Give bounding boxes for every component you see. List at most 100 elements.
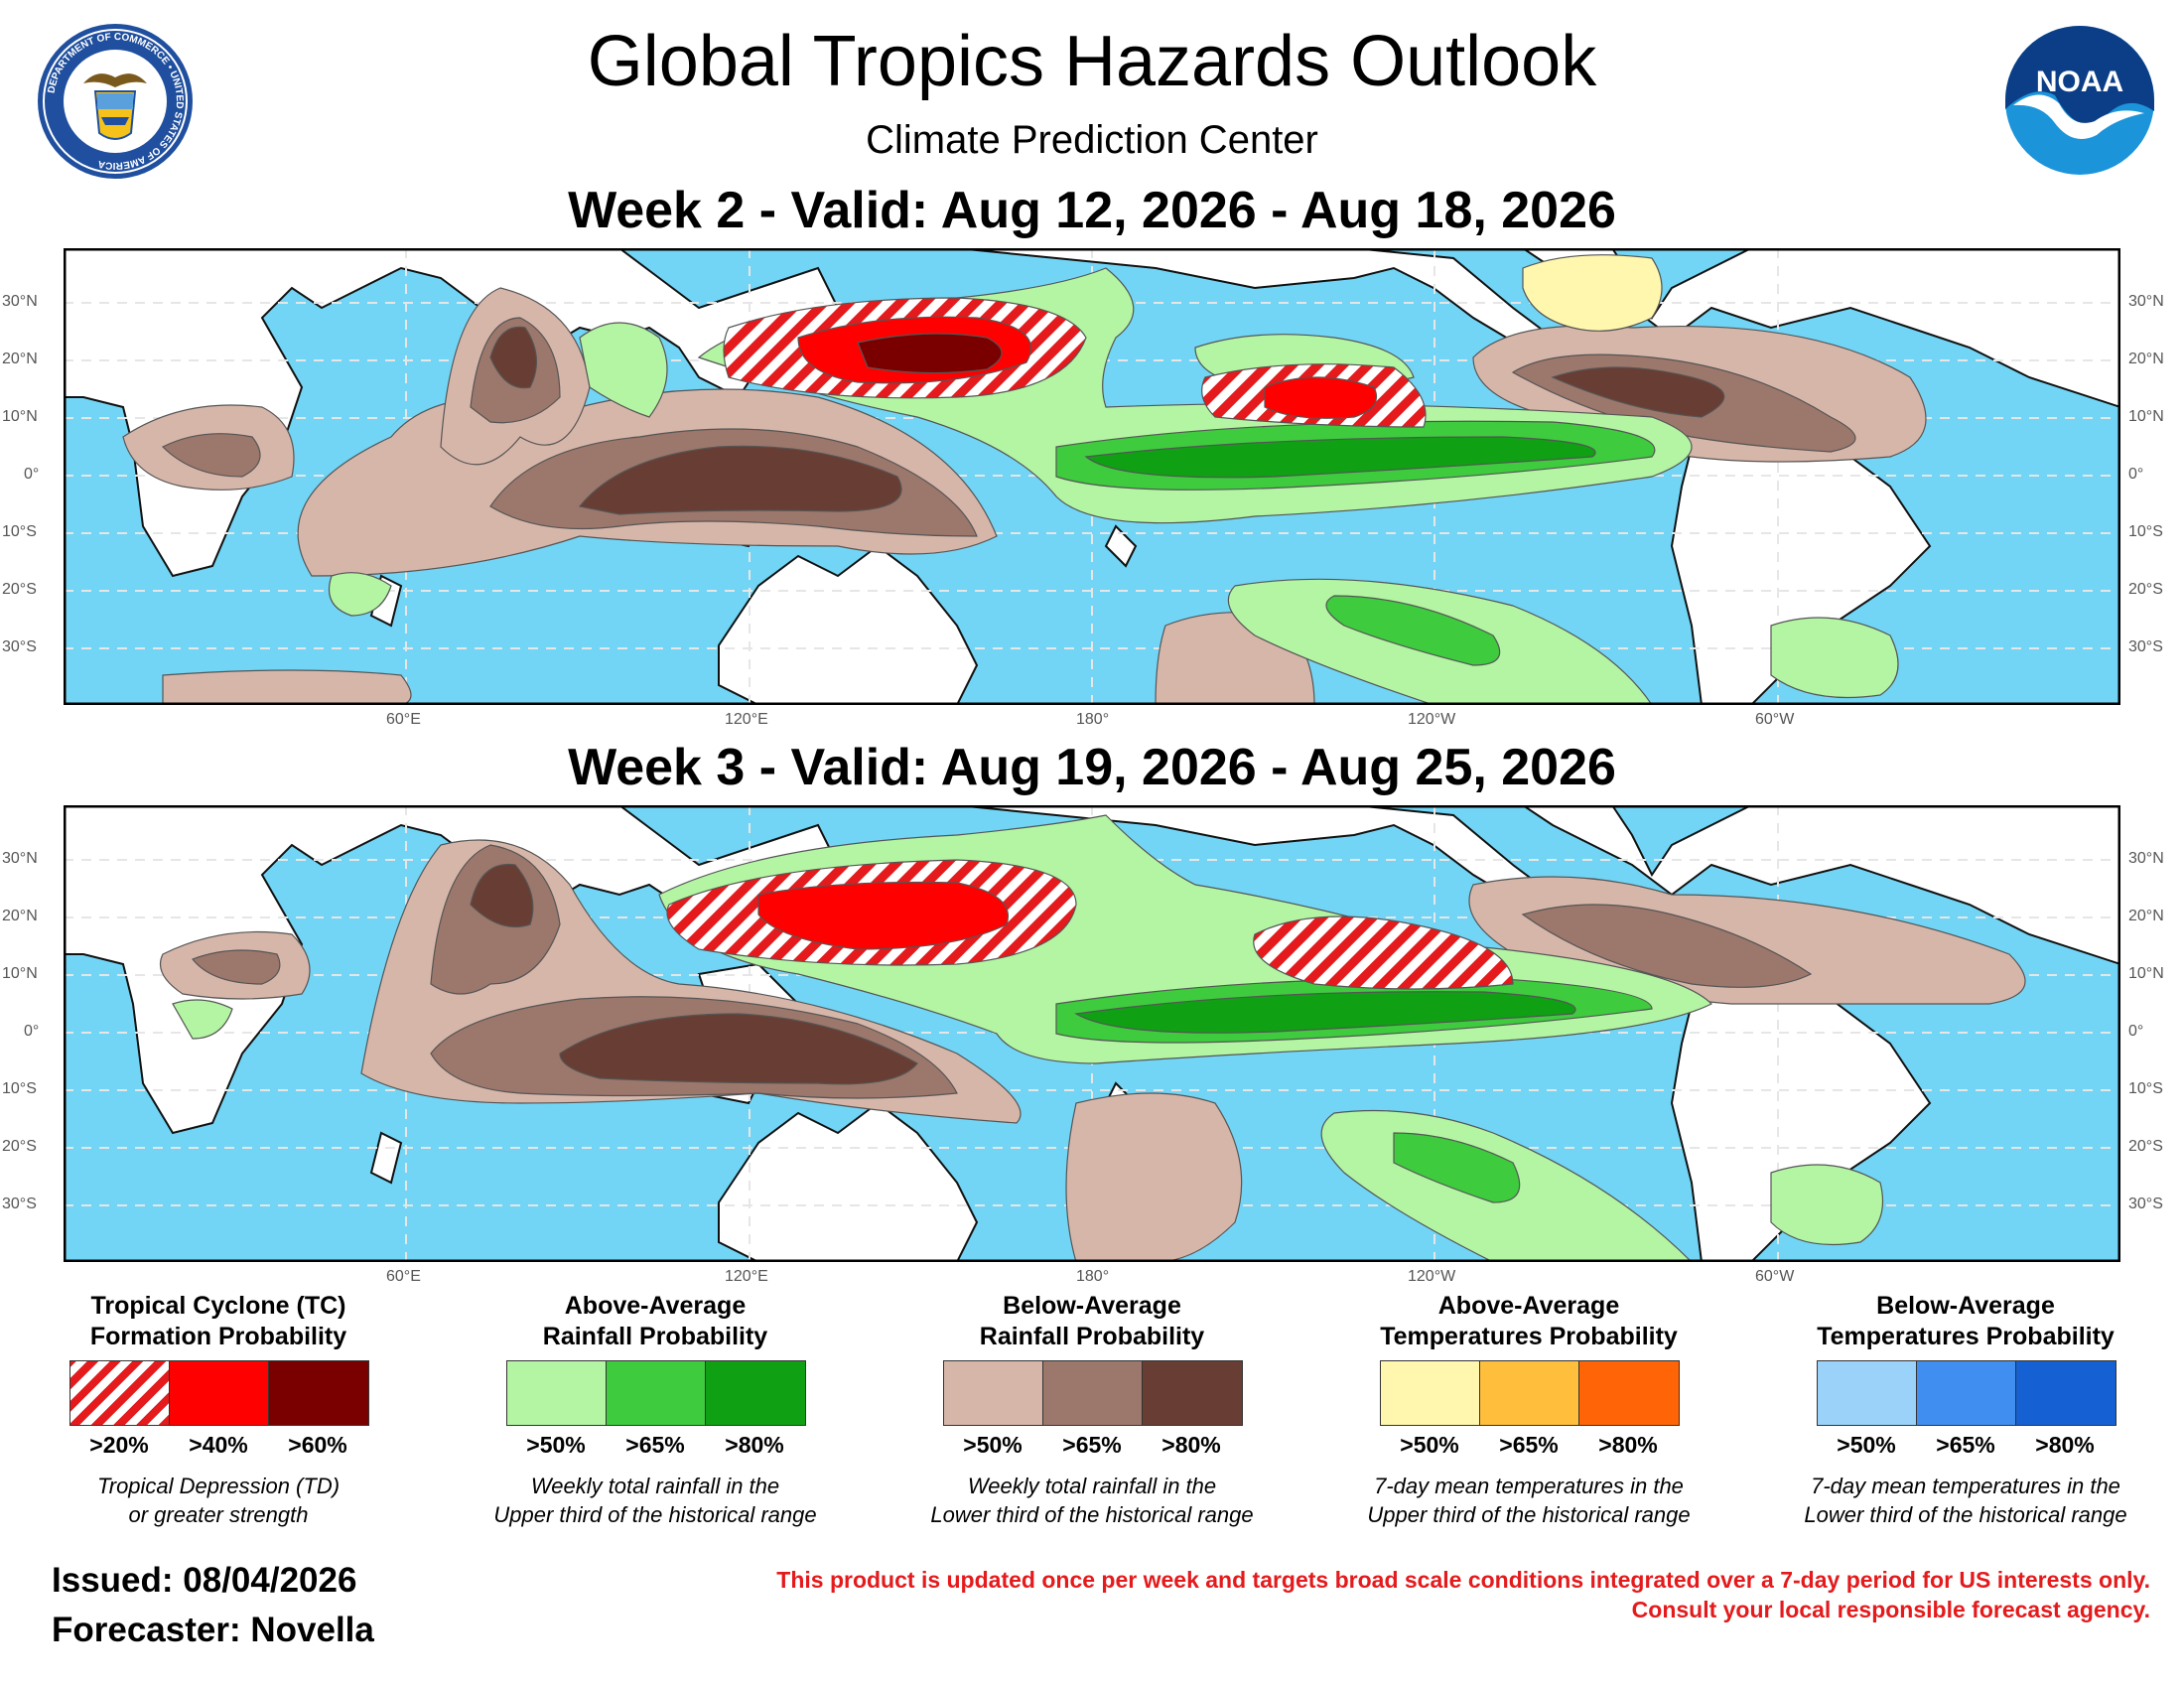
legend-rain-below-note-1: Weekly total rainfall in the <box>967 1474 1217 1498</box>
legend-temp-above: Above-Average Temperatures Probability >… <box>1350 1291 1707 1527</box>
legend-rain-above-swatch-50 <box>506 1360 608 1426</box>
legend-rain-below-swatch-65 <box>1042 1360 1144 1426</box>
legend-temp-above-label-65: >65% <box>1499 1432 1559 1458</box>
noaa-logo: NOAA <box>2003 24 2156 177</box>
lon-label-120e: 120°E <box>725 1268 768 1285</box>
lon-label-60w: 60°W <box>1755 711 1795 728</box>
lat-label-0: 0° <box>24 1023 40 1040</box>
legend-rain-below-note-2: Lower third of the historical range <box>930 1502 1254 1527</box>
lat-label-10s-right: 10°S <box>2128 1080 2163 1097</box>
legend-temp-below-swatch-80 <box>2015 1360 2116 1426</box>
legend-rain-below-label-65: >65% <box>1062 1432 1122 1458</box>
legend-rain-above-swatch-65 <box>606 1360 707 1426</box>
legend-temp-below-note-1: 7-day mean temperatures in the <box>1811 1474 2120 1498</box>
lon-label-60w: 60°W <box>1755 1268 1795 1285</box>
lon-label-180: 180° <box>1076 1268 1110 1285</box>
legend-temp-above-swatch-50 <box>1380 1360 1481 1426</box>
legend-temp-below-label-50: >50% <box>1837 1432 1896 1458</box>
lat-label-0-right: 0° <box>2128 1023 2144 1040</box>
lat-label-0-right: 0° <box>2128 466 2144 483</box>
week2-map: 30°N 20°N 10°N 0° 10°S 20°S 30°S 30°N 20… <box>2 248 2164 728</box>
legend-tc-label-60: >60% <box>288 1432 347 1458</box>
week2-heading: Week 2 - Valid: Aug 12, 2026 - Aug 18, 2… <box>568 182 1616 239</box>
lat-label-20s-right: 20°S <box>2128 581 2163 598</box>
lat-label-0: 0° <box>24 466 40 483</box>
legend-rain-above-title-2: Rainfall Probability <box>542 1323 768 1350</box>
legend: Tropical Cyclone (TC) Formation Probabil… <box>0 1291 2184 1549</box>
legend-temp-above-swatch-80 <box>1578 1360 1680 1426</box>
legend-temp-above-note-1: 7-day mean temperatures in the <box>1374 1474 1684 1498</box>
legend-tc-title-1: Tropical Cyclone (TC) <box>90 1292 346 1320</box>
legend-rain-above-note-2: Upper third of the historical range <box>493 1502 817 1527</box>
lat-label-30n-right: 30°N <box>2128 293 2164 310</box>
legend-rain-above-note-1: Weekly total rainfall in the <box>530 1474 780 1498</box>
lon-label-180: 180° <box>1076 711 1110 728</box>
disclaimer-line-2: Consult your local responsible forecast … <box>1631 1597 2150 1622</box>
lat-label-20s: 20°S <box>2 581 37 598</box>
legend-temp-below-title-2: Temperatures Probability <box>1817 1323 2115 1350</box>
lat-label-20n-right: 20°N <box>2128 351 2164 367</box>
legend-tc-title-2: Formation Probability <box>89 1323 347 1350</box>
legend-tc-swatch-60 <box>268 1360 369 1426</box>
legend-rain-above: Above-Average Rainfall Probability >50% … <box>477 1291 834 1527</box>
lat-label-30n: 30°N <box>2 850 38 867</box>
legend-tc-note-2: or greater strength <box>128 1502 309 1527</box>
lat-label-30s-right: 30°S <box>2128 1196 2163 1212</box>
legend-rain-below-title-2: Rainfall Probability <box>979 1323 1205 1350</box>
legend-tc-swatch-20 <box>69 1360 171 1426</box>
lat-label-20n: 20°N <box>2 351 38 367</box>
lat-label-10s-right: 10°S <box>2128 523 2163 540</box>
legend-rain-above-label-80: >80% <box>725 1432 784 1458</box>
issued-date: Issued: 08/04/2026 <box>52 1561 357 1600</box>
disclaimer-line-1: This product is updated once per week an… <box>776 1567 2150 1593</box>
legend-rain-above-title-1: Above-Average <box>564 1292 747 1320</box>
legend-tc-label-20: >20% <box>89 1432 149 1458</box>
legend-temp-below-note-2: Lower third of the historical range <box>1804 1502 2127 1527</box>
week3-map: 30°N 20°N 10°N 0° 10°S 20°S 30°S 30°N 20… <box>2 805 2164 1285</box>
legend-rain-below-swatch-50 <box>943 1360 1044 1426</box>
legend-temp-below-label-80: >80% <box>2035 1432 2095 1458</box>
legend-rain-below: Below-Average Rainfall Probability >50% … <box>913 1291 1271 1527</box>
legend-temp-below: Below-Average Temperatures Probability >… <box>1787 1291 2144 1527</box>
legend-tc-label-40: >40% <box>189 1432 248 1458</box>
legend-temp-above-label-80: >80% <box>1598 1432 1658 1458</box>
legend-tc: Tropical Cyclone (TC) Formation Probabil… <box>60 1291 377 1527</box>
legend-temp-below-swatch-65 <box>1916 1360 2017 1426</box>
legend-temp-below-label-65: >65% <box>1936 1432 1995 1458</box>
page-title: Global Tropics Hazards Outlook <box>587 22 1597 101</box>
lat-label-30n: 30°N <box>2 293 38 310</box>
legend-tc-note-1: Tropical Depression (TD) <box>96 1474 341 1498</box>
lon-label-120w: 120°W <box>1408 711 1456 728</box>
legend-rain-above-label-65: >65% <box>625 1432 685 1458</box>
forecaster-name: Forecaster: Novella <box>52 1611 374 1649</box>
legend-temp-above-title-1: Above-Average <box>1437 1292 1620 1320</box>
page-subtitle: Climate Prediction Center <box>866 118 1318 162</box>
lat-label-30n-right: 30°N <box>2128 850 2164 867</box>
legend-rain-above-label-50: >50% <box>526 1432 586 1458</box>
lat-label-20n-right: 20°N <box>2128 908 2164 924</box>
legend-rain-below-label-80: >80% <box>1161 1432 1221 1458</box>
lat-label-20s-right: 20°S <box>2128 1138 2163 1155</box>
legend-temp-above-note-2: Upper third of the historical range <box>1367 1502 1691 1527</box>
lat-label-30s-right: 30°S <box>2128 638 2163 655</box>
lon-label-60e: 60°E <box>386 711 421 728</box>
lat-label-20s: 20°S <box>2 1138 37 1155</box>
legend-temp-below-title-1: Below-Average <box>1876 1292 2055 1320</box>
lat-label-10n: 10°N <box>2 965 38 982</box>
lat-label-30s: 30°S <box>2 1196 37 1212</box>
lat-label-10s: 10°S <box>2 1080 37 1097</box>
lat-label-10n-right: 10°N <box>2128 408 2164 425</box>
lon-label-60e: 60°E <box>386 1268 421 1285</box>
lat-label-30s: 30°S <box>2 638 37 655</box>
legend-temp-above-swatch-65 <box>1479 1360 1580 1426</box>
lon-label-120w: 120°W <box>1408 1268 1456 1285</box>
doc-seal-logo: DEPARTMENT OF COMMERCE • UNITED STATES O… <box>36 22 195 181</box>
svg-text:NOAA: NOAA <box>2036 66 2123 98</box>
legend-rain-below-swatch-80 <box>1142 1360 1243 1426</box>
lat-label-10n: 10°N <box>2 408 38 425</box>
lon-label-120e: 120°E <box>725 711 768 728</box>
lat-label-20n: 20°N <box>2 908 38 924</box>
legend-temp-above-title-2: Temperatures Probability <box>1380 1323 1678 1350</box>
week3-heading: Week 3 - Valid: Aug 19, 2026 - Aug 25, 2… <box>568 739 1616 796</box>
legend-tc-swatch-40 <box>169 1360 270 1426</box>
